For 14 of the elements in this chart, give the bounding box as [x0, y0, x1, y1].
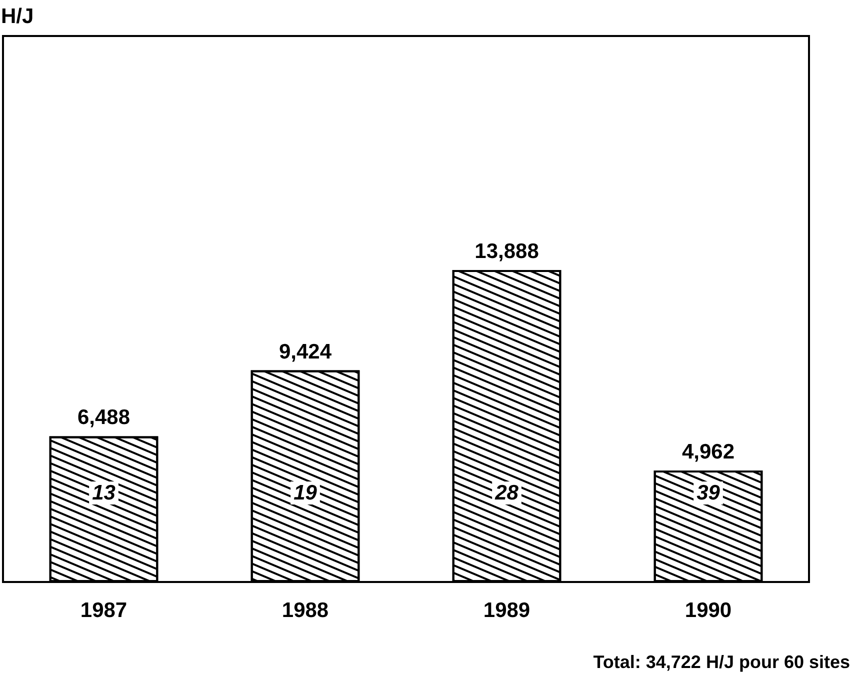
- text: H/J: [1, 5, 34, 28]
- x-tick-label: 1989: [483, 599, 530, 622]
- annotation: 28: [494, 482, 519, 504]
- x-tick-label: 1987: [80, 599, 128, 622]
- data-label: 6,488: [77, 406, 130, 430]
- data-label: 13,888: [474, 240, 540, 263]
- data-label: 9,424: [278, 340, 332, 364]
- text: Total: 34,722 H/J pour 60 sites: [593, 652, 850, 672]
- x-tick-label: 1990: [684, 599, 732, 622]
- annotation: 13: [92, 482, 116, 504]
- data-label: 4,962: [682, 440, 735, 464]
- x-tick-label: 1988: [282, 599, 329, 622]
- annotation: 19: [294, 482, 318, 504]
- annotation: 39: [696, 482, 720, 504]
